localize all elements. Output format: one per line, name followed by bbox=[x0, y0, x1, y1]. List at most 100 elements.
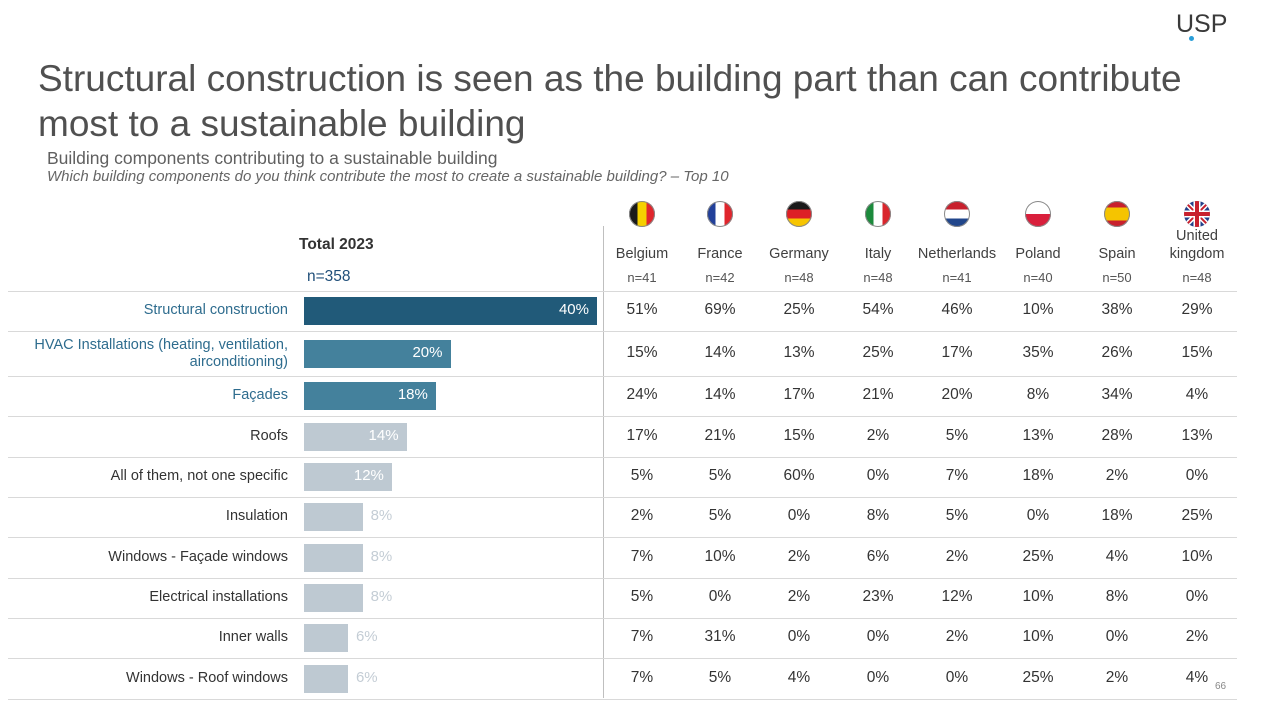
italy-flag-icon bbox=[865, 201, 891, 227]
table-cell: 60% bbox=[783, 467, 815, 484]
category-label: Inner walls bbox=[218, 629, 288, 645]
row-separator bbox=[8, 578, 1237, 579]
table-cell: 14% bbox=[704, 386, 736, 403]
table-cell: 4% bbox=[787, 668, 811, 686]
table-cell: 35% bbox=[1022, 343, 1054, 361]
column-sample-size: n=48 bbox=[1182, 270, 1212, 285]
table-cell: 7% bbox=[630, 668, 654, 686]
column-sample-size: n=41 bbox=[942, 270, 972, 285]
table-cell: 26% bbox=[1101, 343, 1133, 361]
usp-logo: USP bbox=[1176, 10, 1227, 41]
table-cell: 13% bbox=[783, 343, 815, 361]
table-cell: 5% bbox=[945, 426, 969, 444]
table-cell: 10% bbox=[1022, 628, 1054, 645]
category-label: Electrical installations bbox=[149, 589, 288, 605]
table-cell: 25% bbox=[1022, 547, 1054, 565]
bar bbox=[304, 624, 348, 652]
total-sample-size: n=358 bbox=[307, 268, 351, 285]
poland-flag-icon bbox=[1025, 201, 1051, 227]
table-cell: 51% bbox=[626, 301, 658, 318]
table-cell: 0% bbox=[1026, 507, 1050, 524]
table-cell: 29% bbox=[1181, 301, 1213, 318]
table-cell: 8% bbox=[1105, 588, 1129, 605]
row-separator bbox=[8, 416, 1237, 417]
table-cell: 13% bbox=[1022, 426, 1054, 444]
column-country-name: Italy bbox=[864, 246, 892, 262]
row-separator bbox=[8, 699, 1237, 700]
column-sample-size: n=50 bbox=[1102, 270, 1132, 285]
table-cell: 0% bbox=[866, 628, 890, 645]
bar-value-label: 8% bbox=[370, 507, 393, 524]
bar bbox=[304, 297, 597, 325]
table-cell: 5% bbox=[630, 588, 654, 605]
table-cell: 23% bbox=[862, 588, 894, 605]
table-cell: 2% bbox=[1105, 467, 1129, 484]
bar-value-label: 8% bbox=[370, 588, 393, 605]
bar bbox=[304, 339, 451, 368]
table-cell: 5% bbox=[708, 668, 732, 686]
row-separator bbox=[8, 376, 1237, 377]
table-cell: 7% bbox=[630, 628, 654, 645]
bar-value-label: 6% bbox=[355, 668, 378, 686]
table-cell: 31% bbox=[704, 628, 736, 645]
row-separator bbox=[8, 291, 1237, 292]
table-cell: 0% bbox=[866, 668, 890, 686]
table-cell: 2% bbox=[945, 628, 969, 645]
page-number: 66 bbox=[1215, 681, 1227, 692]
table-cell: 54% bbox=[862, 301, 894, 318]
table-cell: 0% bbox=[787, 628, 811, 645]
uk-flag-icon bbox=[1184, 201, 1210, 227]
table-cell: 0% bbox=[708, 588, 732, 605]
chart-subtitle: Building components contributing to a su… bbox=[47, 148, 498, 168]
table-cell: 24% bbox=[626, 386, 658, 403]
germany-flag-icon bbox=[786, 201, 812, 227]
table-cell: 20% bbox=[941, 386, 973, 403]
table-cell: 7% bbox=[945, 467, 969, 484]
table-cell: 25% bbox=[1181, 507, 1213, 524]
table-cell: 0% bbox=[1185, 467, 1209, 484]
table-cell: 5% bbox=[945, 507, 969, 524]
bar-value-label: 12% bbox=[353, 467, 384, 484]
bar-value-label: 6% bbox=[355, 628, 378, 645]
column-sample-size: n=40 bbox=[1023, 270, 1053, 285]
belgium-flag-icon bbox=[629, 201, 655, 227]
column-sample-size: n=42 bbox=[705, 270, 735, 285]
table-cell: 0% bbox=[866, 467, 890, 484]
table-cell: 0% bbox=[1105, 628, 1129, 645]
table-cell: 4% bbox=[1185, 668, 1209, 686]
table-cell: 17% bbox=[941, 343, 973, 361]
table-cell: 15% bbox=[1181, 343, 1213, 361]
bar-value-label: 8% bbox=[370, 547, 393, 565]
bar bbox=[304, 543, 363, 572]
table-cell: 25% bbox=[862, 343, 894, 361]
column-divider bbox=[603, 226, 604, 698]
table-cell: 4% bbox=[1105, 547, 1129, 565]
table-cell: 2% bbox=[1105, 668, 1129, 686]
table-cell: 5% bbox=[708, 467, 732, 484]
row-separator bbox=[8, 618, 1237, 619]
table-cell: 7% bbox=[630, 547, 654, 565]
table-cell: 2% bbox=[1185, 628, 1209, 645]
table-cell: 69% bbox=[704, 301, 736, 318]
category-label: Insulation bbox=[225, 508, 288, 524]
table-cell: 18% bbox=[1022, 467, 1054, 484]
table-cell: 2% bbox=[945, 547, 969, 565]
table-cell: 8% bbox=[1026, 386, 1050, 403]
category-label: Windows - Roof windows bbox=[126, 669, 288, 686]
table-cell: 15% bbox=[783, 426, 815, 444]
table-cell: 17% bbox=[626, 426, 658, 444]
table-cell: 10% bbox=[704, 547, 736, 565]
table-cell: 13% bbox=[1181, 426, 1213, 444]
table-cell: 15% bbox=[626, 343, 658, 361]
row-separator bbox=[8, 537, 1237, 538]
table-cell: 25% bbox=[783, 301, 815, 318]
column-country-name: United kingdom bbox=[1169, 228, 1225, 262]
bar-value-label: 18% bbox=[397, 386, 428, 403]
column-country-name: Poland bbox=[1015, 246, 1061, 262]
bar bbox=[304, 463, 392, 491]
table-cell: 2% bbox=[866, 426, 890, 444]
bar bbox=[304, 503, 363, 531]
table-cell: 38% bbox=[1101, 301, 1133, 318]
column-country-name: Netherlands bbox=[917, 246, 997, 262]
table-cell: 4% bbox=[1185, 386, 1209, 403]
